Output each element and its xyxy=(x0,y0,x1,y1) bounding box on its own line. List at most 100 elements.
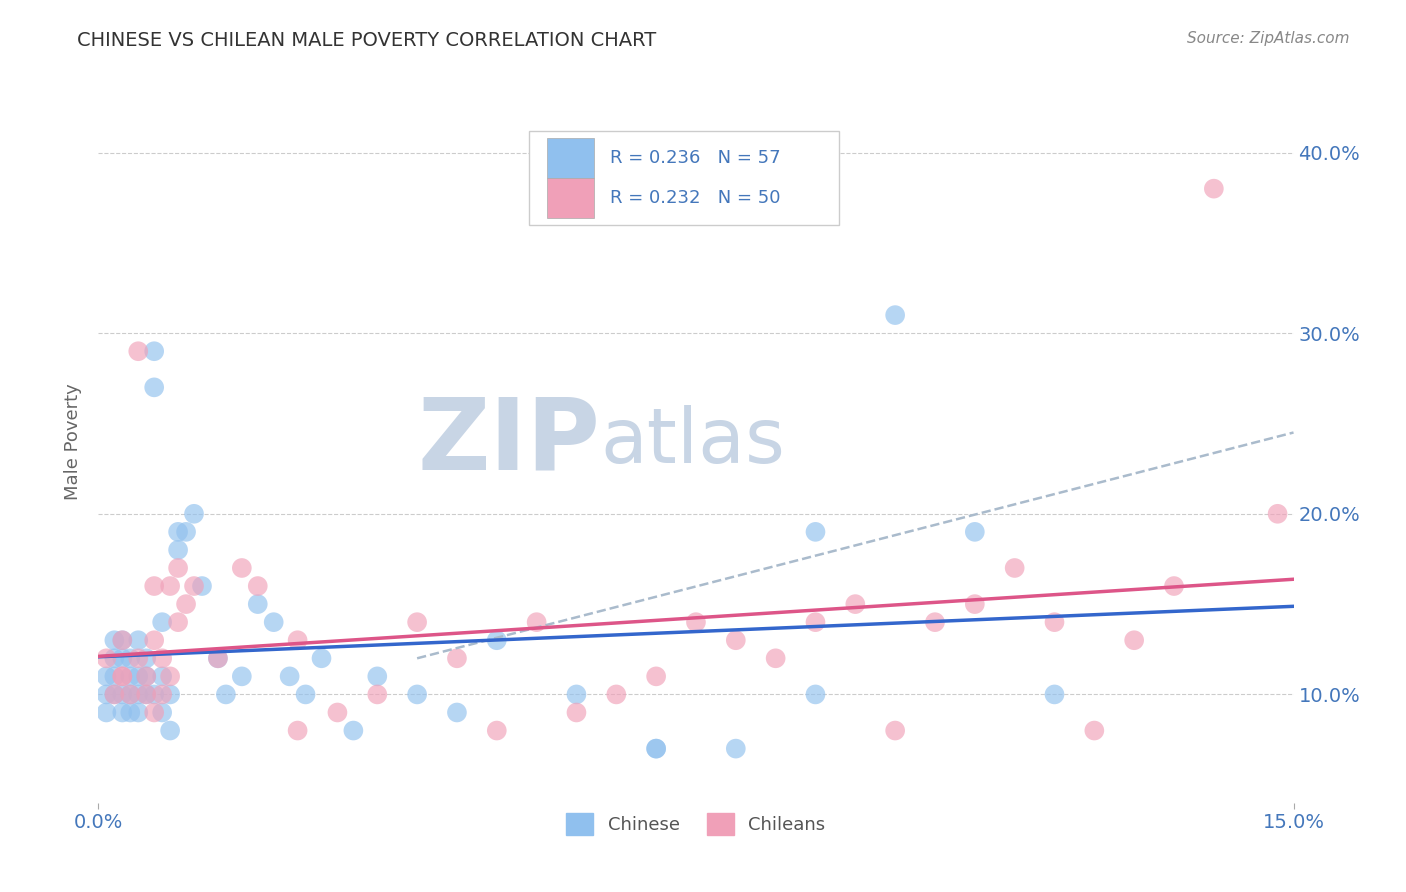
Point xyxy=(645,741,668,756)
Point xyxy=(159,687,181,701)
Text: R = 0.236   N = 57: R = 0.236 N = 57 xyxy=(610,149,780,168)
FancyBboxPatch shape xyxy=(547,178,595,218)
Point xyxy=(143,344,166,359)
Point xyxy=(278,669,301,683)
Point xyxy=(191,579,214,593)
Point xyxy=(565,687,588,701)
Point xyxy=(1043,615,1066,630)
Point xyxy=(311,651,333,665)
Point xyxy=(127,669,149,683)
Point xyxy=(103,669,125,683)
Point xyxy=(167,615,190,630)
Point xyxy=(150,615,173,630)
Point xyxy=(924,615,946,630)
Point xyxy=(150,706,173,720)
Point xyxy=(1202,181,1225,195)
Point xyxy=(326,706,349,720)
Point xyxy=(366,669,388,683)
Point xyxy=(143,706,166,720)
Y-axis label: Male Poverty: Male Poverty xyxy=(65,384,83,500)
Point xyxy=(111,706,134,720)
Point xyxy=(342,723,364,738)
Point xyxy=(127,687,149,701)
Point xyxy=(1004,561,1026,575)
Point xyxy=(120,687,142,701)
Point xyxy=(1163,579,1185,593)
Point xyxy=(143,380,166,394)
Text: Source: ZipAtlas.com: Source: ZipAtlas.com xyxy=(1187,31,1350,46)
Point xyxy=(406,615,429,630)
Point xyxy=(111,669,134,683)
Point xyxy=(231,561,253,575)
Point xyxy=(446,706,468,720)
Point xyxy=(207,651,229,665)
Point xyxy=(724,741,747,756)
Point xyxy=(963,597,986,611)
Point xyxy=(246,579,269,593)
Point xyxy=(96,687,118,701)
Point xyxy=(183,507,205,521)
Point xyxy=(183,579,205,593)
Point xyxy=(135,651,157,665)
Point xyxy=(765,651,787,665)
Point xyxy=(804,687,827,701)
Text: ZIP: ZIP xyxy=(418,393,600,490)
Text: R = 0.232   N = 50: R = 0.232 N = 50 xyxy=(610,189,780,207)
Point xyxy=(207,651,229,665)
Point xyxy=(120,706,142,720)
Point xyxy=(287,633,309,648)
Point xyxy=(159,723,181,738)
Point xyxy=(150,687,173,701)
Text: CHINESE VS CHILEAN MALE POVERTY CORRELATION CHART: CHINESE VS CHILEAN MALE POVERTY CORRELAT… xyxy=(77,31,657,50)
Point xyxy=(127,706,149,720)
Point xyxy=(143,579,166,593)
Point xyxy=(174,597,197,611)
Point xyxy=(111,633,134,648)
FancyBboxPatch shape xyxy=(529,131,839,225)
Point xyxy=(215,687,238,701)
Point xyxy=(159,579,181,593)
Point xyxy=(231,669,253,683)
Point xyxy=(96,669,118,683)
Point xyxy=(246,597,269,611)
Point xyxy=(485,723,508,738)
Point xyxy=(143,687,166,701)
Point xyxy=(605,687,627,701)
Point xyxy=(645,669,668,683)
Point xyxy=(724,633,747,648)
Point xyxy=(96,706,118,720)
Point xyxy=(963,524,986,539)
Point xyxy=(884,723,907,738)
Point xyxy=(167,542,190,557)
Point xyxy=(884,308,907,322)
Point xyxy=(120,669,142,683)
Point xyxy=(1267,507,1289,521)
Point xyxy=(103,687,125,701)
Point xyxy=(127,633,149,648)
Point xyxy=(685,615,707,630)
Point xyxy=(844,597,866,611)
Point xyxy=(526,615,548,630)
Point xyxy=(135,687,157,701)
Point xyxy=(263,615,285,630)
FancyBboxPatch shape xyxy=(547,138,595,178)
Point xyxy=(159,669,181,683)
Point xyxy=(143,633,166,648)
Point xyxy=(135,669,157,683)
Point xyxy=(127,651,149,665)
Point xyxy=(174,524,197,539)
Point xyxy=(111,687,134,701)
Point xyxy=(804,615,827,630)
Point xyxy=(366,687,388,701)
Point xyxy=(287,723,309,738)
Point xyxy=(150,669,173,683)
Point xyxy=(485,633,508,648)
Point xyxy=(120,651,142,665)
Point xyxy=(406,687,429,701)
Point xyxy=(103,687,125,701)
Point xyxy=(111,651,134,665)
Point xyxy=(111,633,134,648)
Point xyxy=(1043,687,1066,701)
Point xyxy=(103,633,125,648)
Point xyxy=(150,651,173,665)
